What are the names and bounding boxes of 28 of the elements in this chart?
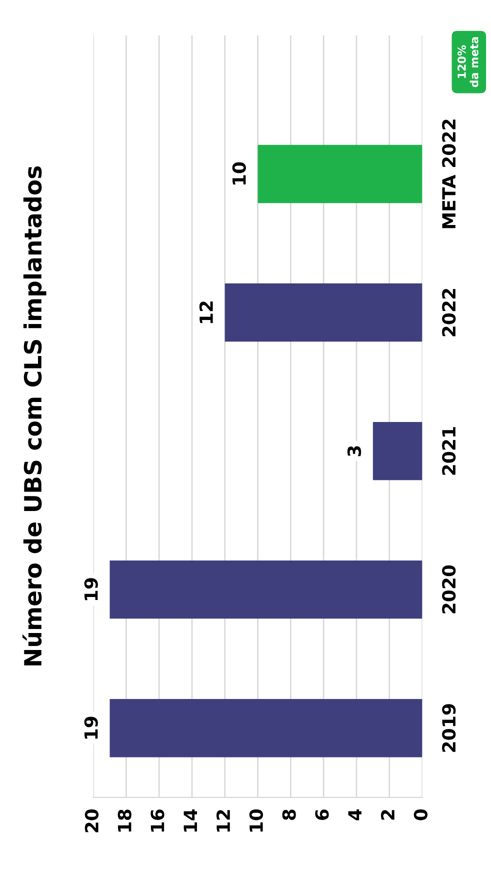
- data-label: 19: [84, 578, 98, 600]
- bar: [258, 144, 422, 204]
- text: 120% da meta: [458, 37, 478, 88]
- y-tick-label: 2022: [442, 288, 456, 336]
- x-tick-label: 20: [84, 809, 99, 832]
- x-tick-label: 2: [380, 810, 394, 820]
- bar: [372, 422, 422, 480]
- y-tick-label: META 2022: [442, 120, 456, 228]
- x-tick-label: 0: [414, 809, 428, 820]
- x-tick-label: 14: [184, 809, 197, 832]
- y-tick-label: 2019: [442, 704, 456, 752]
- bar: [110, 560, 422, 619]
- data-label: 10: [232, 162, 246, 185]
- bar: [110, 699, 422, 758]
- x-tick-label: 12: [216, 810, 230, 832]
- bar: [224, 283, 422, 342]
- x-tick-label: 8: [282, 810, 296, 820]
- x-tick-label: 16: [150, 809, 164, 832]
- x-tick-label: 10: [249, 809, 264, 832]
- data-label: 3: [347, 446, 362, 456]
- y-tick-label: 2021: [442, 427, 456, 475]
- data-label: 12: [199, 302, 213, 324]
- x-tick-label: 18: [118, 810, 132, 832]
- x-tick-label: 4: [348, 809, 362, 820]
- y-tick-label: 2020: [442, 565, 456, 614]
- x-tick-label: 6: [315, 809, 329, 820]
- text: Número de UBS com CLS implantados: [22, 166, 46, 666]
- data-label: 19: [84, 716, 98, 739]
